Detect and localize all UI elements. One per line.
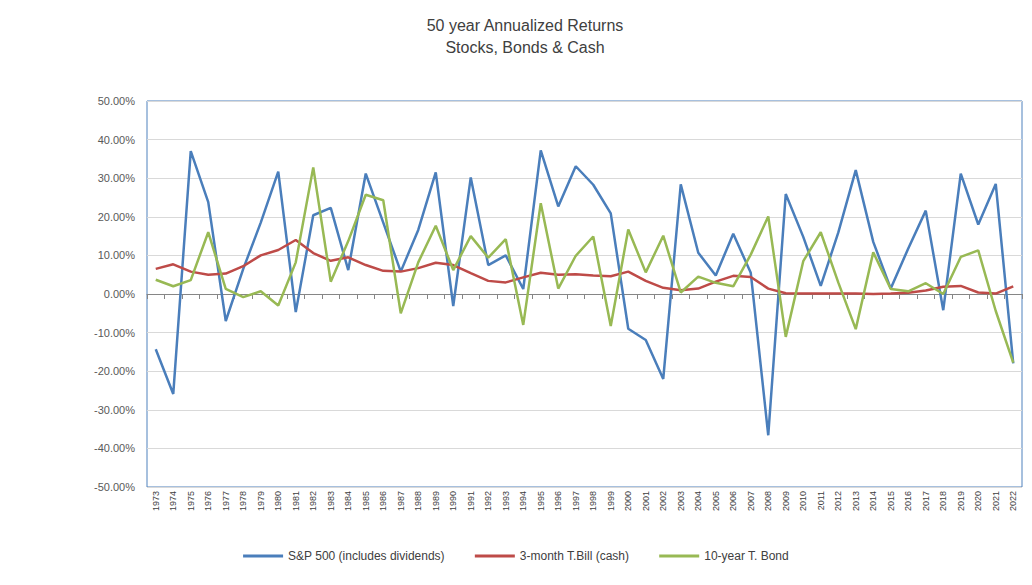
svg-text:50 year Annualized Returns: 50 year Annualized Returns: [427, 17, 624, 34]
svg-text:2017: 2017: [921, 491, 931, 511]
svg-text:2022: 2022: [1008, 491, 1018, 511]
svg-text:1977: 1977: [221, 491, 231, 511]
svg-text:1994: 1994: [518, 491, 528, 511]
svg-text:20.00%: 20.00%: [98, 211, 136, 223]
svg-text:1978: 1978: [238, 491, 248, 511]
svg-text:1987: 1987: [396, 491, 406, 511]
svg-text:2020: 2020: [973, 491, 983, 511]
svg-text:2006: 2006: [728, 491, 738, 511]
svg-text:1982: 1982: [308, 491, 318, 511]
svg-text:1980: 1980: [273, 491, 283, 511]
svg-text:1990: 1990: [448, 491, 458, 511]
svg-text:2009: 2009: [781, 491, 791, 511]
svg-text:1995: 1995: [536, 491, 546, 511]
svg-text:1988: 1988: [413, 491, 423, 511]
svg-text:2011: 2011: [816, 491, 826, 510]
svg-text:2013: 2013: [851, 491, 861, 511]
svg-text:2000: 2000: [623, 491, 633, 511]
svg-text:1974: 1974: [168, 491, 178, 511]
svg-text:40.00%: 40.00%: [98, 134, 136, 146]
svg-text:50.00%: 50.00%: [98, 95, 136, 107]
svg-text:1997: 1997: [571, 491, 581, 511]
svg-text:-50.00%: -50.00%: [94, 481, 135, 493]
svg-text:2005: 2005: [711, 491, 721, 511]
svg-text:2019: 2019: [956, 491, 966, 511]
svg-text:1985: 1985: [361, 491, 371, 511]
svg-text:1975: 1975: [186, 491, 196, 511]
svg-text:2010: 2010: [798, 491, 808, 511]
svg-text:2007: 2007: [746, 491, 756, 511]
svg-text:1973: 1973: [151, 491, 161, 511]
svg-text:2015: 2015: [886, 491, 896, 511]
svg-text:2004: 2004: [693, 491, 703, 511]
svg-text:1998: 1998: [588, 491, 598, 511]
svg-text:1999: 1999: [606, 491, 616, 511]
svg-text:2021: 2021: [991, 491, 1001, 511]
svg-text:2016: 2016: [903, 491, 913, 511]
svg-text:S&P 500 (includes dividends): S&P 500 (includes dividends): [288, 549, 445, 563]
svg-text:1981: 1981: [291, 491, 301, 511]
svg-text:1986: 1986: [378, 491, 388, 511]
svg-text:0.00%: 0.00%: [104, 288, 135, 300]
svg-text:-20.00%: -20.00%: [94, 365, 135, 377]
svg-text:1976: 1976: [203, 491, 213, 511]
svg-text:10.00%: 10.00%: [98, 249, 136, 261]
svg-text:2014: 2014: [868, 491, 878, 511]
svg-text:-10.00%: -10.00%: [94, 327, 135, 339]
svg-text:2002: 2002: [658, 491, 668, 511]
svg-text:-40.00%: -40.00%: [94, 442, 135, 454]
svg-text:2018: 2018: [938, 491, 948, 511]
svg-text:2003: 2003: [676, 491, 686, 511]
svg-text:3-month T.Bill (cash): 3-month T.Bill (cash): [520, 549, 629, 563]
svg-text:Stocks, Bonds & Cash: Stocks, Bonds & Cash: [445, 39, 604, 56]
svg-text:1979: 1979: [256, 491, 266, 511]
svg-text:10-year T. Bond: 10-year T. Bond: [704, 549, 789, 563]
svg-text:1991: 1991: [466, 491, 476, 511]
svg-text:2012: 2012: [833, 491, 843, 511]
svg-text:1983: 1983: [326, 491, 336, 511]
svg-text:30.00%: 30.00%: [98, 172, 136, 184]
svg-text:1984: 1984: [343, 491, 353, 511]
svg-text:2008: 2008: [763, 491, 773, 511]
svg-text:-30.00%: -30.00%: [94, 404, 135, 416]
svg-text:1992: 1992: [483, 491, 493, 511]
svg-text:1993: 1993: [501, 491, 511, 511]
svg-text:1989: 1989: [431, 491, 441, 511]
svg-text:1996: 1996: [553, 491, 563, 511]
svg-text:2001: 2001: [641, 491, 651, 511]
